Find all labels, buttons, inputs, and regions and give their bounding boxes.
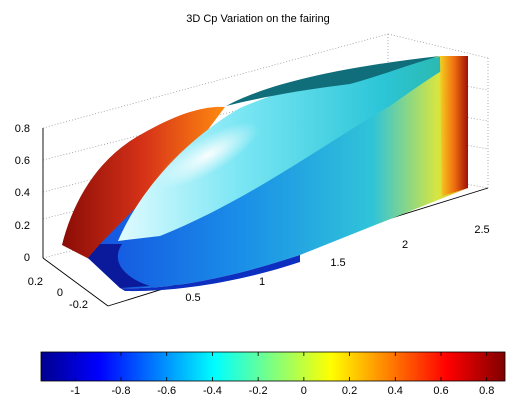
colorbar-tick-label: 0.2	[342, 385, 357, 397]
colorbar-tick-label: -0.6	[157, 385, 176, 397]
fairing-top	[118, 56, 468, 241]
colorbar-tick-label: -0.2	[249, 385, 268, 397]
fairing-surface	[62, 56, 468, 292]
z-tick-label: 0.6	[15, 155, 30, 167]
fairing-highlight	[156, 122, 260, 188]
fairing-bottom	[120, 255, 300, 292]
chart-title: 3D Cp Variation on the fairing	[186, 13, 330, 25]
x-tick-label: 1	[259, 276, 265, 288]
fairing-red-edge	[62, 106, 225, 263]
z-tick-label: 0.8	[15, 123, 30, 135]
colorbar-tick-label: 0.4	[388, 385, 403, 397]
z-tick-label: 0.4	[15, 187, 30, 199]
y-tick-label: 0	[57, 287, 63, 299]
y-tick-label: -0.2	[69, 299, 88, 311]
y-tick-label: 0.2	[28, 276, 43, 288]
colorbar-tick-label: 0	[301, 385, 307, 397]
fairing-dark-top	[226, 56, 440, 106]
colorbar-tick-label: -0.4	[203, 385, 222, 397]
colorbar-ticks: -1 -0.8 -0.6 -0.4 -0.2 0 0.2 0.4 0.6 0.8	[70, 352, 494, 397]
colorbar-tick-label: 0.6	[433, 385, 448, 397]
fairing-nose	[88, 244, 150, 288]
colorbar-tick-label: -0.8	[112, 385, 131, 397]
z-tick-label: 0	[24, 252, 30, 264]
x-tick-label: 2	[402, 239, 408, 251]
colorbar-tick-label: 0.8	[479, 385, 494, 397]
x-tick-label: 1.5	[330, 257, 345, 269]
x-tick-label: 2.5	[474, 224, 489, 236]
fairing-tail	[440, 56, 468, 196]
colorbar	[40, 351, 506, 382]
x-tick-label: 0.5	[185, 292, 200, 304]
z-tick-label: 0.2	[15, 220, 30, 232]
colorbar-tick-label: -1	[70, 385, 80, 397]
